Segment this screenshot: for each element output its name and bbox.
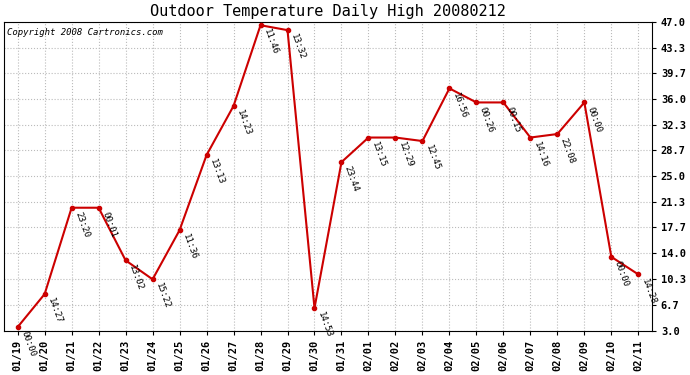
Text: 00:01: 00:01 — [100, 210, 118, 239]
Text: 15:22: 15:22 — [154, 282, 172, 310]
Text: 13:15: 13:15 — [370, 140, 388, 169]
Text: 14:53: 14:53 — [316, 311, 333, 339]
Text: 14:27: 14:27 — [46, 297, 63, 325]
Text: 00:00: 00:00 — [19, 330, 37, 358]
Text: 14:28: 14:28 — [640, 277, 658, 306]
Text: 00:26: 00:26 — [477, 105, 495, 134]
Text: 14:23: 14:23 — [235, 109, 253, 137]
Text: 16:56: 16:56 — [451, 91, 469, 120]
Text: 00:15: 00:15 — [505, 105, 522, 134]
Text: 23:20: 23:20 — [73, 210, 90, 239]
Text: 22:08: 22:08 — [559, 137, 576, 165]
Text: 11:36: 11:36 — [181, 233, 199, 261]
Title: Outdoor Temperature Daily High 20080212: Outdoor Temperature Daily High 20080212 — [150, 4, 506, 19]
Text: 13:32: 13:32 — [289, 33, 306, 61]
Text: 00:00: 00:00 — [586, 105, 603, 134]
Text: 11:46: 11:46 — [262, 28, 279, 56]
Text: 12:45: 12:45 — [424, 144, 442, 172]
Text: 13:02: 13:02 — [127, 263, 145, 291]
Text: 14:16: 14:16 — [532, 140, 549, 169]
Text: Copyright 2008 Cartronics.com: Copyright 2008 Cartronics.com — [8, 28, 164, 37]
Text: 12:29: 12:29 — [397, 140, 415, 169]
Text: 13:13: 13:13 — [208, 158, 226, 186]
Text: 00:00: 00:00 — [613, 260, 631, 288]
Text: 23:44: 23:44 — [343, 165, 360, 193]
